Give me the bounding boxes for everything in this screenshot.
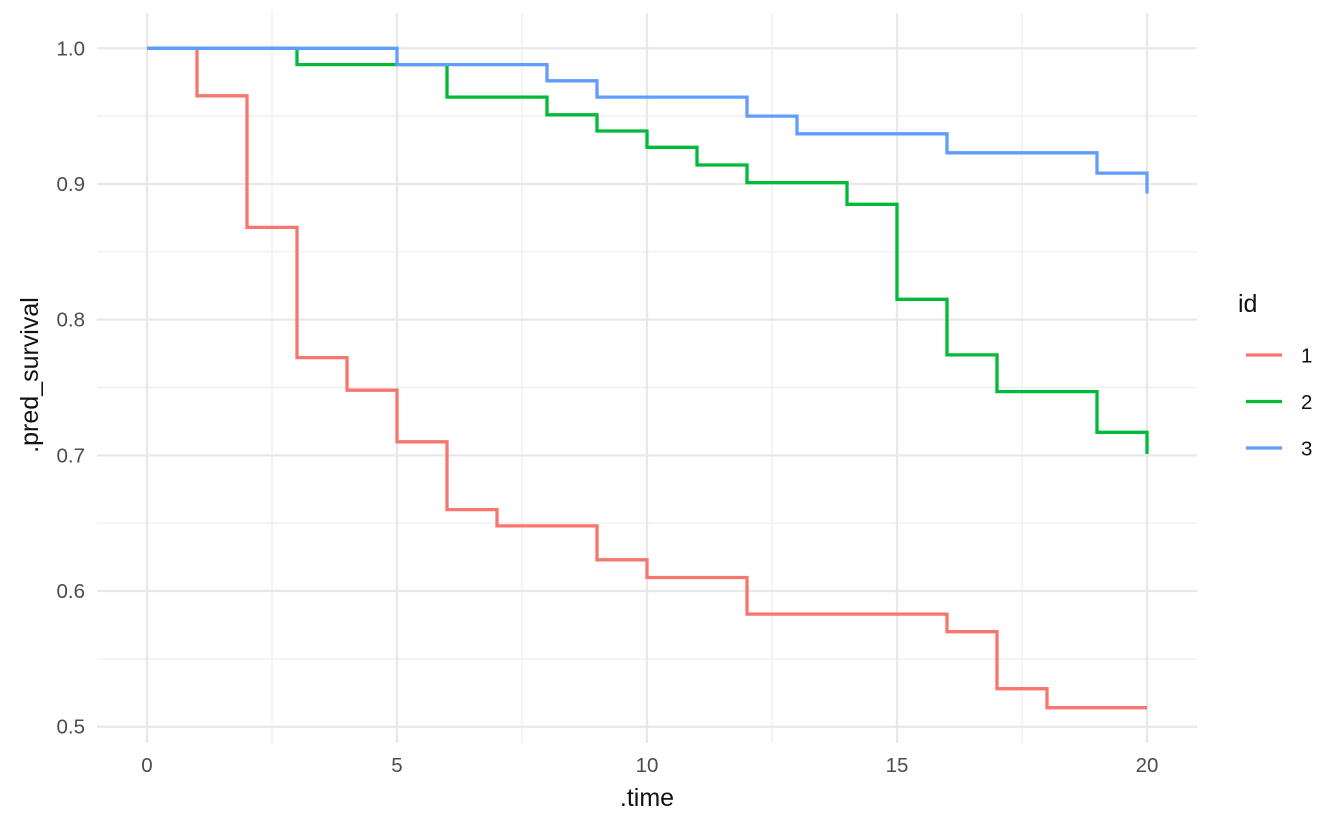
step-lines — [147, 46, 1149, 710]
y-tick-label: 0.7 — [57, 444, 86, 467]
y-axis-title: .pred_survival — [16, 297, 44, 453]
y-tick-label: 0.5 — [57, 716, 86, 739]
series-line-2 — [147, 46, 1149, 454]
y-tick-label: 0.9 — [57, 173, 86, 196]
legend-label-2: 2 — [1301, 391, 1312, 414]
x-tick-label: 0 — [141, 754, 152, 777]
y-tick-label: 0.6 — [57, 580, 86, 603]
y-tick-label: 1.0 — [57, 37, 86, 60]
legend-title: id — [1238, 290, 1257, 318]
series-line-3 — [147, 46, 1149, 194]
x-tick-label: 5 — [391, 754, 402, 777]
x-tick-label: 10 — [636, 754, 659, 777]
x-tick-label: 15 — [886, 754, 909, 777]
major-gridlines — [97, 13, 1197, 743]
legend: 1 2 3 — [1246, 345, 1312, 461]
legend-label-1: 1 — [1301, 345, 1312, 368]
axis-tick-labels: 0 5 10 15 20 0.5 0.6 0.7 0.8 0.9 1.0 — [57, 37, 1159, 777]
series-line-1 — [147, 46, 1147, 710]
x-tick-label: 20 — [1136, 754, 1159, 777]
y-tick-label: 0.8 — [57, 309, 86, 332]
x-axis-title: .time — [620, 784, 674, 812]
legend-label-3: 3 — [1301, 438, 1312, 461]
